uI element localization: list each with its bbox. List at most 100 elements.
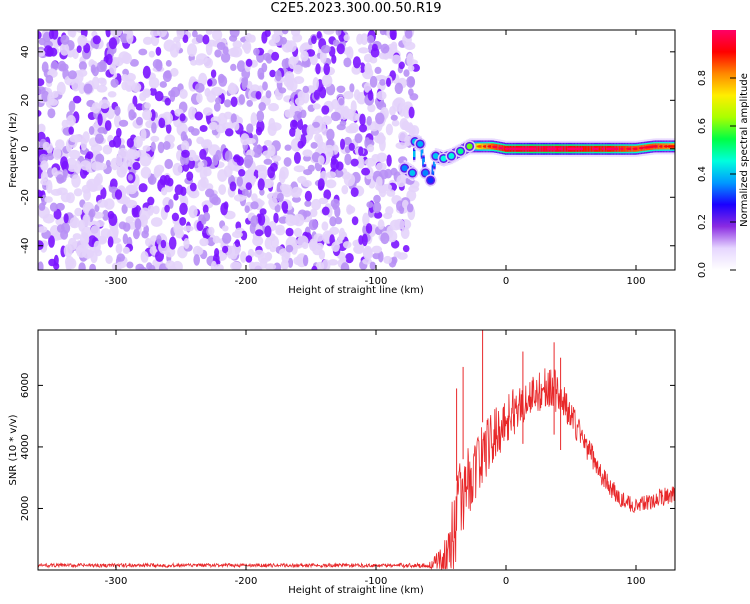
- heatmap-noise-cell: [77, 69, 88, 77]
- heatmap-noise-cell: [42, 141, 51, 151]
- heatmap-noise-cell: [208, 226, 215, 236]
- heatmap-y-axis: -40 -20 0 20 40: [20, 45, 675, 254]
- heatmap-noise-cell: [229, 30, 240, 38]
- heatmap-noise-cell: [361, 167, 371, 176]
- heatmap-noise-cell: [379, 79, 386, 86]
- heatmap-noise-cell: [374, 66, 382, 74]
- heatmap-noise-cell: [354, 133, 363, 144]
- heatmap-noise-cell: [342, 241, 352, 249]
- heatmap-noise-cell: [311, 198, 322, 211]
- heatmap-noise-cell: [364, 158, 377, 167]
- heatmap-noise-cell: [234, 239, 240, 248]
- heatmap-noise-cell: [94, 133, 104, 144]
- heatmap-noise-cell: [205, 188, 215, 198]
- heatmap-noise-cell: [131, 82, 142, 93]
- heatmap-noise-cell: [319, 50, 327, 64]
- heatmap-noise-cell: [285, 214, 297, 227]
- heatmap-noise-cell: [245, 58, 253, 67]
- heatmap-noise-cell: [196, 93, 203, 104]
- heatmap-noise-cell: [315, 242, 324, 250]
- heatmap-noise-cell: [253, 249, 265, 258]
- heatmap-noise-cell: [165, 123, 172, 134]
- heatmap-signal-cell: [433, 160, 436, 167]
- colorbar-ticks: 0.0 0.2 0.4 0.6 0.8: [697, 70, 736, 278]
- heatmap-noise-cell: [213, 102, 221, 112]
- heatmap-noise-cell: [268, 103, 279, 112]
- heatmap-noise-cell: [308, 219, 319, 231]
- heatmap-noise-cell: [87, 180, 94, 189]
- heatmap-noise-cell: [138, 48, 148, 56]
- heatmap-noise-cell: [69, 217, 81, 229]
- heatmap-noise-cell: [288, 56, 297, 69]
- heatmap-noise-cell: [232, 40, 243, 49]
- heatmap-noise-cell: [216, 42, 226, 50]
- heatmap-noise-cell: [257, 213, 266, 226]
- heatmap-noise-cell: [363, 245, 373, 259]
- heatmap-noise-cell: [343, 108, 354, 120]
- heatmap-noise-cell: [131, 205, 139, 218]
- heatmap-noise-cell: [238, 94, 245, 105]
- heatmap-noise-cell: [334, 169, 344, 178]
- snr-series-line: [38, 368, 675, 570]
- heatmap-noise-cell: [105, 53, 113, 66]
- heatmap-y-tick-label: -20: [20, 189, 31, 205]
- heatmap-noise-cell: [199, 237, 209, 247]
- heatmap-noise-cell: [231, 230, 243, 239]
- heatmap-noise-cell: [251, 193, 258, 202]
- heatmap-noise-cell: [38, 226, 48, 233]
- heatmap-noise-cell: [214, 248, 220, 258]
- heatmap-noise-cell: [265, 54, 273, 64]
- heatmap-noise-cell: [391, 54, 402, 65]
- heatmap-noise-cell: [222, 225, 229, 232]
- heatmap-noise-cell: [202, 107, 213, 116]
- heatmap-noise-cell: [142, 36, 153, 45]
- heatmap-x-label: Height of straight line (km): [288, 285, 424, 296]
- heatmap-noise-cell: [230, 63, 237, 71]
- heatmap-noise-cell: [365, 223, 373, 234]
- heatmap-noise-cell: [51, 30, 59, 40]
- heatmap-noise-cell: [126, 261, 134, 269]
- heatmap-noise-cell: [261, 31, 268, 44]
- heatmap-noise-cell: [295, 128, 302, 142]
- heatmap-noise-cell: [151, 122, 157, 134]
- heatmap-noise-cell: [224, 128, 234, 137]
- heatmap-noise-cell: [192, 30, 198, 38]
- heatmap-noise-cell: [312, 103, 321, 110]
- heatmap-noise-cell: [269, 246, 277, 253]
- heatmap-noise-cell: [136, 116, 143, 126]
- heatmap-noise-cell: [331, 54, 337, 64]
- heatmap-noise-cell: [200, 176, 209, 189]
- heatmap-noise-cell: [73, 188, 83, 197]
- heatmap-noise-cell: [311, 35, 317, 45]
- heatmap-noise-cell: [340, 138, 345, 150]
- heatmap-signal-cell: [589, 145, 592, 152]
- heatmap-noise-cell: [293, 110, 302, 121]
- heatmap-noise-cell: [134, 218, 142, 231]
- heatmap-noise-cell: [332, 203, 338, 210]
- heatmap-noise-cell: [229, 181, 237, 192]
- heatmap-noise-cell: [230, 113, 237, 124]
- heatmap-noise-cell: [303, 210, 311, 217]
- heatmap-noise-cell: [116, 127, 122, 138]
- heatmap-noise-cell: [250, 215, 259, 228]
- heatmap-noise-cell: [154, 91, 164, 102]
- heatmap-noise-cell: [350, 100, 357, 114]
- heatmap-noise-cell: [302, 85, 310, 93]
- colorbar-tick-label: 0.8: [697, 70, 708, 86]
- heatmap-noise-cell: [38, 202, 46, 211]
- heatmap-noise-cell: [173, 36, 181, 43]
- heatmap-noise-cell: [194, 82, 205, 93]
- heatmap-noise-cell: [97, 199, 109, 208]
- heatmap-noise-cell: [278, 216, 288, 224]
- heatmap-noise-cell: [408, 76, 415, 87]
- heatmap-noise-cell: [306, 124, 315, 137]
- heatmap-noise-cell: [293, 213, 305, 227]
- heatmap-noise-cell: [367, 35, 375, 44]
- heatmap-noise-cell: [378, 185, 387, 198]
- heatmap-signal-cell: [422, 158, 425, 165]
- heatmap-noise-cell: [244, 154, 254, 167]
- heatmap-signal-blob-core: [417, 140, 424, 147]
- heatmap-noise-cell: [341, 185, 349, 195]
- heatmap-noise-cell: [281, 201, 289, 212]
